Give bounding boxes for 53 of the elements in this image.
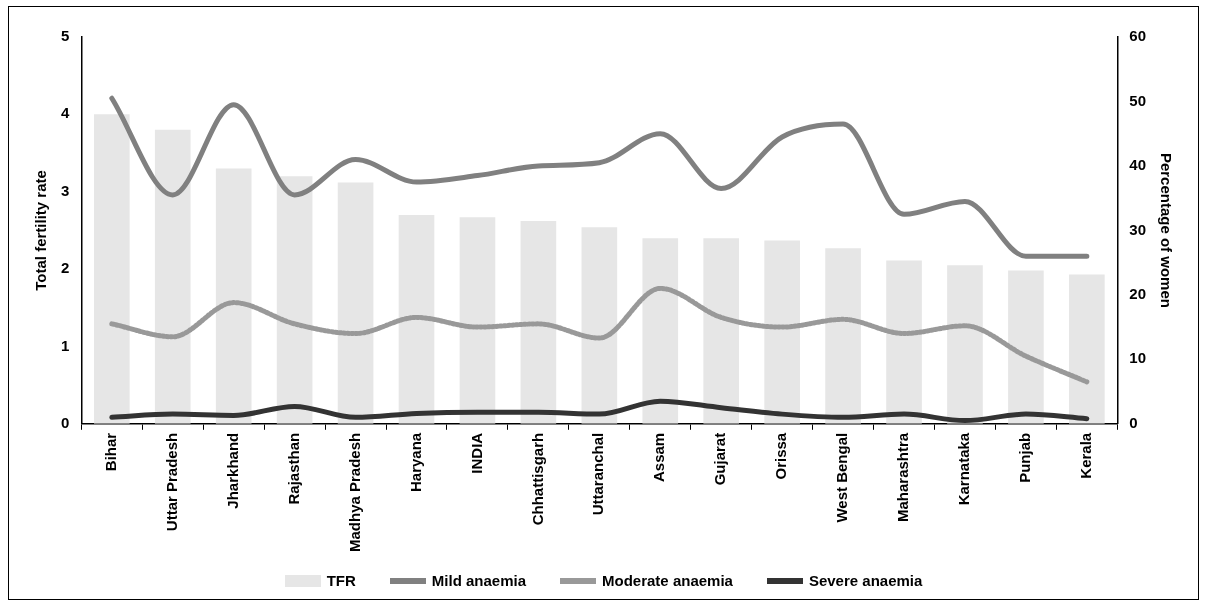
bar (886, 260, 922, 424)
bar (520, 221, 557, 424)
x-tick-label: INDIA (467, 432, 485, 474)
bar (459, 217, 496, 424)
y2-tick-label: 0 (1129, 413, 1138, 431)
x-tick-label: Uttar Pradesh (162, 432, 180, 532)
bar (581, 227, 618, 424)
x-tick-label: Uttaranchal (589, 432, 607, 516)
bar (825, 248, 861, 424)
x-tick-label: Kerala (1076, 432, 1094, 479)
x-tick-label: Bihar (101, 432, 119, 472)
x-tick-label: Karnataka (955, 432, 973, 506)
bar (1069, 274, 1105, 424)
bar (337, 182, 374, 424)
y-tick-label: 4 (61, 104, 70, 122)
y2-tick-label: 20 (1129, 285, 1146, 302)
bar (947, 265, 983, 424)
bar (93, 114, 130, 424)
x-tick-label: Chhattisgarh (528, 432, 546, 526)
x-tick-label: Gujarat (711, 432, 729, 486)
x-tick-label: West Bengal (833, 432, 851, 523)
y-tick-label: 3 (61, 181, 70, 199)
y-tick-label: 0 (61, 413, 70, 431)
x-tick-label: Assam (650, 432, 668, 482)
bar (703, 238, 740, 424)
x-tick-label: Rajasthan (284, 432, 302, 505)
legend-label: Mild anaemia (431, 572, 527, 589)
bar (642, 238, 679, 424)
bar (154, 129, 191, 424)
legend-label: Moderate anaemia (602, 572, 733, 589)
bar (276, 176, 313, 424)
x-tick-label: Orissa (772, 432, 790, 480)
x-tick-label: Jharkhand (223, 432, 241, 509)
y2-tick-label: 50 (1129, 91, 1146, 109)
x-tick-label: Punjab (1016, 432, 1034, 483)
y2-tick-label: 30 (1129, 220, 1146, 238)
y-axis-title: Total fertility rate (32, 170, 50, 291)
y2-axis-title: Percentage of women (1157, 152, 1175, 308)
bar (215, 168, 252, 424)
y-tick-label: 1 (61, 336, 70, 354)
x-tick-label: Haryana (406, 432, 424, 492)
y2-tick-label: 40 (1129, 156, 1146, 174)
x-tick-label: Madhya Pradesh (345, 432, 363, 553)
bar (398, 214, 435, 424)
y2-tick-label: 10 (1129, 349, 1146, 367)
y2-tick-label: 60 (1129, 27, 1146, 45)
legend-label: Severe anaemia (808, 572, 923, 589)
y-tick-label: 5 (61, 27, 70, 45)
bar (764, 240, 800, 424)
bar (1008, 270, 1044, 424)
legend-label: TFR (326, 572, 356, 589)
y-tick-label: 2 (61, 259, 70, 277)
x-tick-label: Maharashtra (894, 432, 912, 522)
